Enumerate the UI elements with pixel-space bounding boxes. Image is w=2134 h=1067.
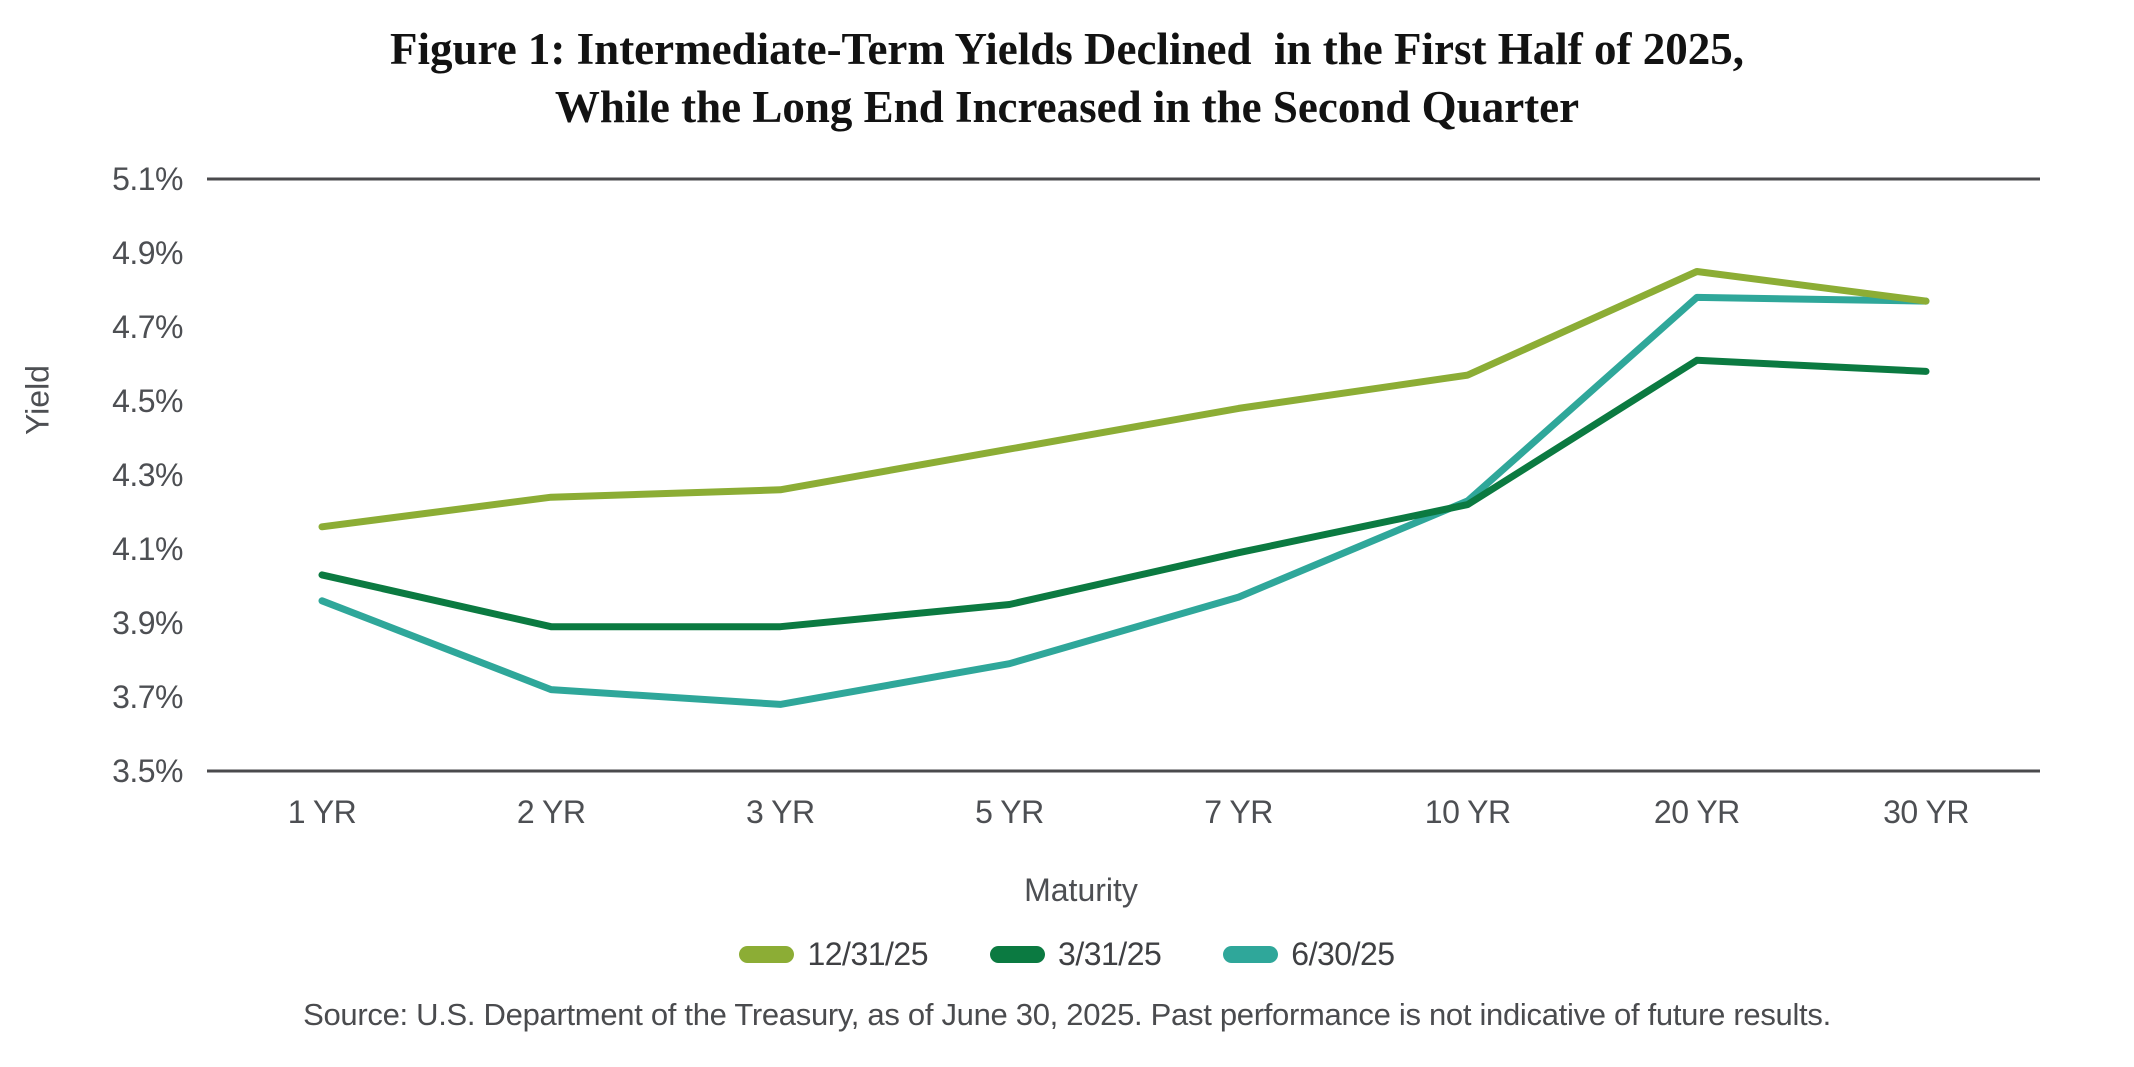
y-axis-title: Yield	[19, 365, 56, 435]
x-axis-title: Maturity	[1024, 872, 1138, 908]
figure-title: Figure 1: Intermediate-Term Yields Decli…	[0, 20, 2134, 136]
y-tick-label: 3.7%	[112, 679, 183, 715]
legend-swatch-icon	[990, 946, 1046, 963]
chart-legend: 12/31/25 3/31/25 6/30/25	[0, 936, 2134, 973]
y-tick-label: 3.9%	[112, 605, 183, 641]
legend-label: 3/31/25	[1058, 936, 1162, 972]
x-tick-label: 1 YR	[287, 794, 357, 830]
x-tick-label: 3 YR	[746, 794, 815, 830]
legend-label: 12/31/25	[807, 936, 929, 972]
series-line-6-30-25	[318, 293, 1930, 708]
y-tick-label: 4.7%	[112, 309, 183, 345]
x-tick-label: 5 YR	[975, 794, 1044, 830]
x-tick-label: 7 YR	[1204, 794, 1273, 830]
y-tick-label: 4.5%	[112, 383, 183, 419]
legend-label: 6/30/25	[1291, 936, 1395, 972]
legend-item: 3/31/25	[990, 936, 1162, 973]
y-tick-label: 4.1%	[112, 531, 183, 567]
x-tick-label: 10 YR	[1424, 794, 1511, 830]
y-tick-label: 3.5%	[112, 753, 183, 789]
legend-item: 12/31/25	[739, 936, 929, 973]
legend-swatch-icon	[1223, 946, 1279, 963]
y-tick-label: 5.1%	[112, 161, 183, 197]
x-tick-label: 20 YR	[1653, 794, 1740, 830]
legend-swatch-icon	[739, 946, 795, 963]
series-line-3-31-25	[318, 356, 1930, 631]
legend-item: 6/30/25	[1223, 936, 1395, 973]
x-tick-label: 2 YR	[516, 794, 586, 830]
x-tick-label: 30 YR	[1883, 794, 1969, 830]
figure-title-line-2: While the Long End Increased in the Seco…	[554, 82, 1580, 132]
series-line-12-31-25	[318, 268, 1930, 531]
y-tick-label: 4.9%	[112, 235, 183, 271]
figure-title-line-1: Figure 1: Intermediate-Term Yields Decli…	[390, 24, 1744, 74]
source-note: Source: U.S. Department of the Treasury,…	[303, 997, 1831, 1032]
y-tick-label: 4.3%	[112, 457, 183, 493]
